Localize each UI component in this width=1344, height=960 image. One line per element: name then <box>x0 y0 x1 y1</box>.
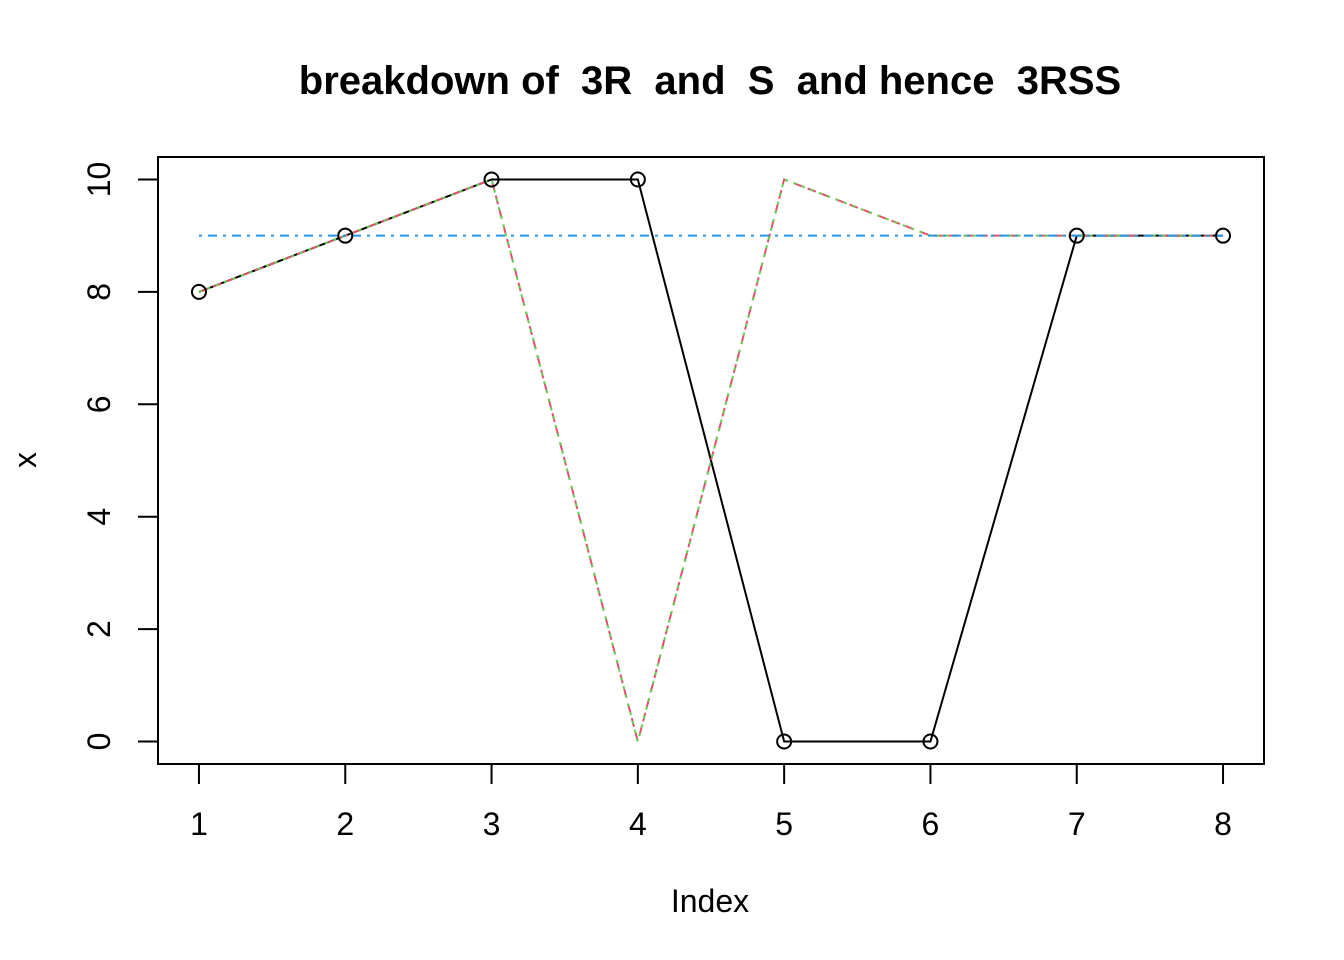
x-tick-label: 6 <box>922 806 940 842</box>
chart-title: breakdown of 3R and S and hence 3RSS <box>299 59 1121 103</box>
y-tick-label: 6 <box>81 395 117 413</box>
y-tick-label: 4 <box>81 508 117 526</box>
data-point <box>483 171 500 188</box>
data-point <box>1068 227 1085 244</box>
y-tick-label: 0 <box>81 733 117 751</box>
x-axis-label: Index <box>671 883 749 919</box>
data-point <box>629 171 646 188</box>
series-line-3 <box>198 178 1224 746</box>
data-point <box>776 733 793 750</box>
x-tick-label: 3 <box>483 806 501 842</box>
x-tick-label: 7 <box>1068 806 1086 842</box>
x-axis: 1 2 3 4 5 6 7 8 <box>190 763 1232 842</box>
y-tick-label: 2 <box>81 620 117 638</box>
series-layer <box>190 171 1232 750</box>
x-tick-label: 5 <box>775 806 793 842</box>
y-tick-label: 8 <box>81 283 117 301</box>
x-tick-label: 1 <box>190 806 208 842</box>
x-tick-label: 4 <box>629 806 647 842</box>
data-point <box>922 733 939 750</box>
y-axis: 0 2 4 6 8 10 <box>81 162 159 751</box>
data-point <box>190 283 207 300</box>
data-point <box>1215 227 1232 244</box>
series-line-1 <box>198 178 1224 743</box>
data-point <box>337 227 354 244</box>
x-tick-label: 8 <box>1214 806 1232 842</box>
y-tick-label: 10 <box>81 162 117 198</box>
y-axis-label: x <box>7 452 43 468</box>
x-tick-label: 2 <box>336 806 354 842</box>
